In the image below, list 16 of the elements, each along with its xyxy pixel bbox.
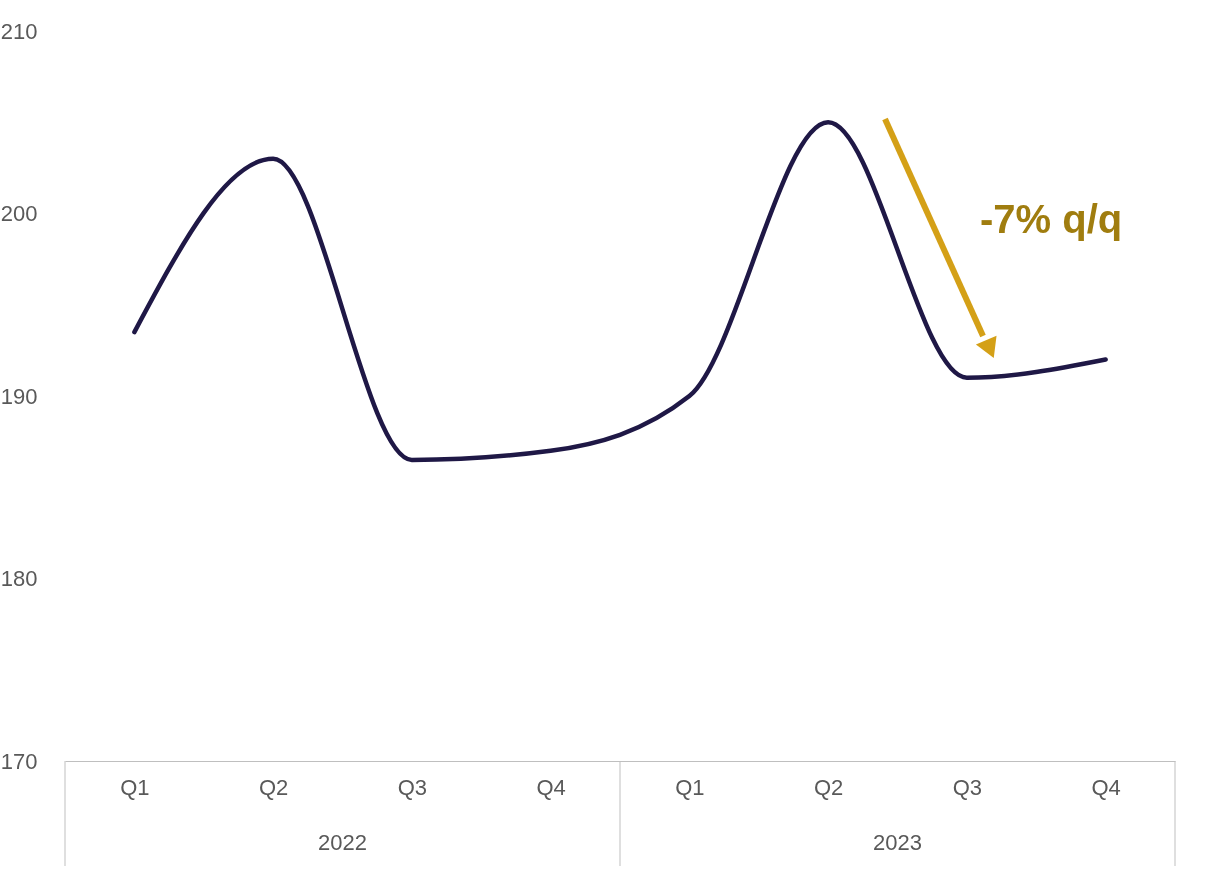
y-tick-label: 170: [0, 748, 38, 774]
x-tick-label: Q1: [675, 774, 705, 800]
y-tick-label: 180: [0, 566, 38, 591]
x-tick-label: Q4: [536, 774, 566, 800]
x-tick-label: Q2: [258, 774, 289, 800]
x-tick-label: Q1: [120, 774, 150, 800]
annotation: -7% q/q: [980, 197, 1123, 241]
y-tick-label: 190: [0, 383, 38, 409]
x-tick-label: Q4: [1091, 774, 1121, 800]
y-tick-label: 210: [0, 18, 38, 44]
x-tick-label: Q3: [952, 774, 983, 800]
text: 2022: [318, 830, 367, 855]
y-tick-label: 200: [0, 201, 38, 226]
x-tick-label: Q3: [397, 774, 428, 800]
x-tick-label: Q2: [813, 774, 844, 800]
text: 2023: [873, 830, 922, 855]
